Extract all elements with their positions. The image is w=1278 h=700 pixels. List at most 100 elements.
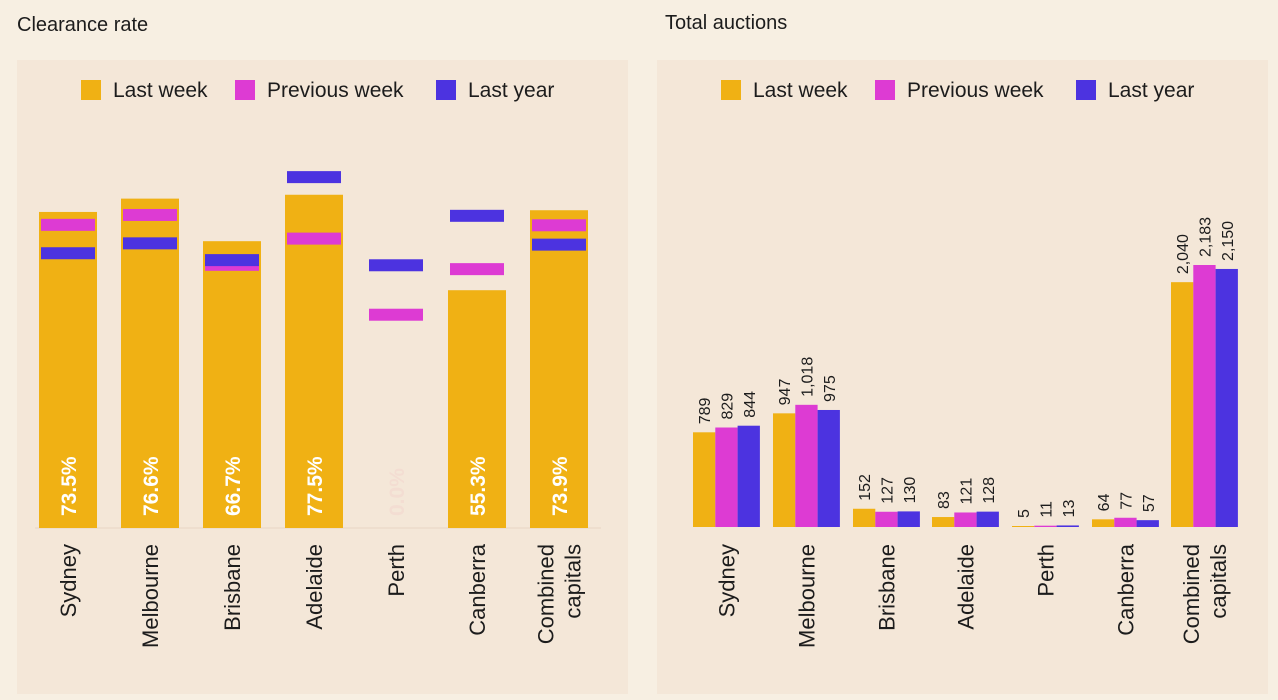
value-label-previous-week-canberra: 77 (1118, 492, 1135, 510)
value-label-last-year-combined-capitals: 2,150 (1220, 221, 1237, 261)
legend-label-last-year: Last year (1108, 79, 1194, 102)
marker-previous-week-adelaide (287, 232, 341, 245)
total-auctions-title: Total auctions (665, 12, 788, 34)
marker-last-year-sydney (41, 247, 95, 260)
category-label-melbourne: Melbourne (138, 544, 163, 648)
clearance-rate-panel: Last week Previous week Last year 73.5% 76.6… (17, 60, 628, 694)
bar-last-week-melbourne (773, 413, 796, 527)
category-label-perth: Perth (384, 544, 409, 597)
legend-swatch-previous-week (235, 80, 255, 100)
bar-last-week-adelaide (932, 517, 955, 527)
bar-last-year-perth (1056, 525, 1079, 527)
value-label-last-week-adelaide: 83 (936, 491, 953, 509)
bar-last-year-brisbane (897, 511, 920, 527)
category-label-line: Combined (1179, 544, 1204, 644)
bar-previous-week-sydney (715, 427, 738, 527)
bar-previous-week-combined-capitals (1193, 265, 1216, 527)
category-label-line: Brisbane (220, 544, 245, 631)
value-label-previous-week-combined-capitals: 2,183 (1197, 217, 1214, 257)
category-label-perth: Perth (1033, 544, 1058, 597)
value-label-last-year-canberra: 57 (1141, 494, 1158, 512)
category-label-canberra: Canberra (1113, 543, 1138, 635)
category-label-line: capitals (1206, 544, 1231, 619)
bar-last-year-melbourne (817, 409, 840, 527)
bar-last-week-sydney (693, 432, 716, 527)
value-label-last-year-perth: 13 (1061, 500, 1078, 518)
bar-last-week-canberra (1092, 519, 1115, 527)
legend-swatch-last-year (436, 80, 456, 100)
value-label-sydney: 73.5% (58, 456, 81, 516)
legend-label-last-week: Last week (753, 79, 848, 102)
bar-previous-week-adelaide (954, 512, 977, 527)
legend-label-previous-week: Previous week (907, 79, 1044, 102)
value-label-last-week-canberra: 64 (1096, 493, 1113, 511)
value-label-last-week-melbourne: 947 (777, 379, 794, 406)
category-label-line: Combined (534, 544, 559, 644)
marker-last-year-adelaide (287, 171, 341, 184)
bar-previous-week-melbourne (795, 404, 818, 527)
category-label-brisbane: Brisbane (220, 544, 245, 631)
value-label-perth: 0.0% (386, 468, 409, 516)
bar-last-week-canberra (448, 290, 506, 528)
bar-last-week-melbourne (121, 198, 179, 528)
value-label-last-year-melbourne: 975 (822, 375, 839, 402)
value-label-melbourne: 76.6% (140, 456, 163, 516)
category-label-sydney: Sydney (714, 544, 739, 617)
value-label-canberra: 55.3% (467, 456, 490, 516)
bar-last-week-perth (1012, 526, 1035, 527)
marker-previous-week-melbourne (123, 208, 177, 221)
marker-previous-week-combined-capitals (532, 219, 586, 232)
value-label-brisbane: 66.7% (222, 456, 245, 516)
clearance-rate-chart: Last week Previous week Last year 73.5% 76.6… (35, 79, 601, 648)
marker-previous-week-sydney (41, 218, 95, 231)
value-label-previous-week-melbourne: 1,018 (799, 357, 816, 397)
legend-label-last-week: Last week (113, 79, 208, 102)
legend-swatch-last-year (1076, 80, 1096, 100)
category-label-line: capitals (561, 544, 586, 619)
legend-swatch-last-week (721, 80, 741, 100)
value-label-last-week-perth: 5 (1016, 509, 1033, 518)
bar-last-week-combined-capitals (1171, 282, 1194, 527)
category-label-line: Perth (1033, 544, 1058, 597)
category-label-line: Adelaide (953, 544, 978, 630)
category-label-line: Perth (384, 544, 409, 597)
category-label-line: Brisbane (874, 544, 899, 631)
legend-swatch-previous-week (875, 80, 895, 100)
marker-last-year-canberra (450, 209, 504, 222)
bar-last-week-brisbane (203, 241, 261, 528)
bar-last-week-adelaide (285, 194, 343, 528)
category-label-sydney: Sydney (56, 544, 81, 617)
category-label-line: Melbourne (138, 544, 163, 648)
category-label-line: Canberra (1113, 543, 1138, 635)
bar-last-year-combined-capitals (1215, 268, 1238, 527)
category-label-canberra: Canberra (465, 543, 490, 635)
total-auctions-panel: Last week Previous week Last year 789 829 844… (657, 60, 1268, 694)
marker-previous-week-canberra (450, 263, 504, 276)
value-label-combined-capitals: 73.9% (549, 456, 572, 516)
value-label-last-week-brisbane: 152 (857, 474, 874, 501)
legend-label-previous-week: Previous week (267, 79, 404, 102)
category-label-adelaide: Adelaide (302, 544, 327, 630)
value-label-last-year-sydney: 844 (742, 391, 759, 418)
bar-previous-week-perth (1034, 525, 1057, 527)
value-label-previous-week-brisbane: 127 (879, 477, 896, 504)
value-label-last-week-combined-capitals: 2,040 (1175, 234, 1192, 274)
legend-swatch-last-week (81, 80, 101, 100)
value-label-last-year-brisbane: 130 (902, 477, 919, 504)
category-label-combined-capitals: Combined capitals (534, 544, 586, 644)
category-label-line: Adelaide (302, 544, 327, 630)
category-label-line: Melbourne (794, 544, 819, 648)
category-label-combined-capitals: Combined capitals (1179, 544, 1231, 644)
value-label-adelaide: 77.5% (304, 456, 327, 516)
bar-last-year-canberra (1136, 520, 1159, 527)
category-label-line: Canberra (465, 543, 490, 635)
legend-label-last-year: Last year (468, 79, 554, 102)
marker-last-year-brisbane (205, 254, 259, 267)
bar-previous-week-canberra (1114, 517, 1137, 527)
bar-last-week-combined-capitals (530, 210, 588, 529)
marker-last-year-perth (369, 259, 423, 272)
total-auctions-chart: Last week Previous week Last year 789 829 844… (693, 79, 1238, 648)
category-label-brisbane: Brisbane (874, 544, 899, 631)
bar-last-year-sydney (737, 425, 760, 527)
value-label-previous-week-sydney: 829 (719, 393, 736, 420)
